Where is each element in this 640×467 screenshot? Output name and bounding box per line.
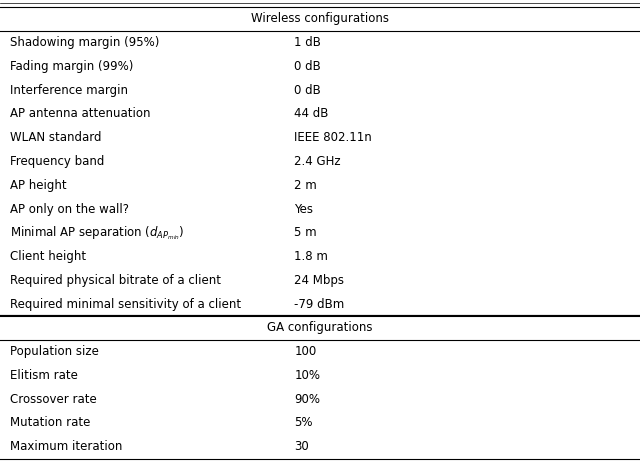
Text: Elitism rate: Elitism rate [10, 369, 77, 382]
Text: Maximum iteration: Maximum iteration [10, 440, 122, 453]
Text: 2 m: 2 m [294, 179, 317, 192]
Text: 90%: 90% [294, 393, 321, 406]
Text: 1 dB: 1 dB [294, 36, 321, 49]
Text: Required physical bitrate of a client: Required physical bitrate of a client [10, 274, 221, 287]
Text: Crossover rate: Crossover rate [10, 393, 97, 406]
Text: -79 dBm: -79 dBm [294, 297, 345, 311]
Text: Minimal AP separation ($d_{AP_{min}}$): Minimal AP separation ($d_{AP_{min}}$) [10, 224, 184, 241]
Text: Interference margin: Interference margin [10, 84, 127, 97]
Text: 0 dB: 0 dB [294, 84, 321, 97]
Text: AP antenna attenuation: AP antenna attenuation [10, 107, 150, 120]
Text: 24 Mbps: 24 Mbps [294, 274, 344, 287]
Text: Frequency band: Frequency band [10, 155, 104, 168]
Text: Shadowing margin (95%): Shadowing margin (95%) [10, 36, 159, 49]
Text: IEEE 802.11n: IEEE 802.11n [294, 131, 372, 144]
Text: Population size: Population size [10, 345, 99, 358]
Text: 10%: 10% [294, 369, 321, 382]
Text: 100: 100 [294, 345, 317, 358]
Text: Mutation rate: Mutation rate [10, 417, 90, 430]
Text: Yes: Yes [294, 203, 314, 216]
Text: 30: 30 [294, 440, 309, 453]
Text: AP only on the wall?: AP only on the wall? [10, 203, 129, 216]
Text: 5%: 5% [294, 417, 313, 430]
Text: Client height: Client height [10, 250, 86, 263]
Text: Required minimal sensitivity of a client: Required minimal sensitivity of a client [10, 297, 241, 311]
Text: 0 dB: 0 dB [294, 60, 321, 73]
Text: Fading margin (99%): Fading margin (99%) [10, 60, 133, 73]
Text: WLAN standard: WLAN standard [10, 131, 101, 144]
Text: Wireless configurations: Wireless configurations [251, 13, 389, 25]
Text: 44 dB: 44 dB [294, 107, 329, 120]
Text: AP height: AP height [10, 179, 66, 192]
Text: 1.8 m: 1.8 m [294, 250, 328, 263]
Text: 5 m: 5 m [294, 226, 317, 239]
Text: GA configurations: GA configurations [268, 321, 372, 334]
Text: 2.4 GHz: 2.4 GHz [294, 155, 341, 168]
